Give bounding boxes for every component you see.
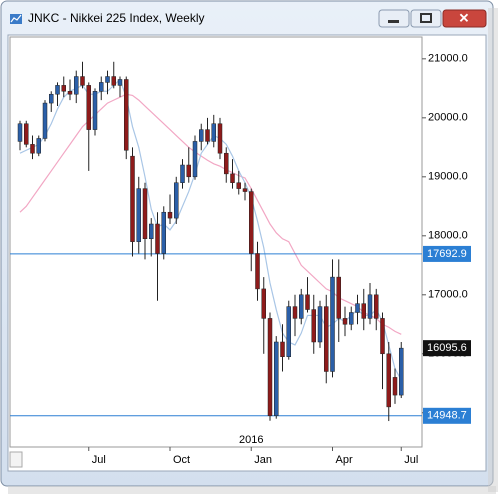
candle-body: [374, 294, 379, 319]
candle-body: [267, 318, 273, 416]
y-tick-label: 17000.0: [428, 289, 468, 301]
minimize-button[interactable]: [378, 9, 410, 28]
candle-body: [311, 309, 316, 343]
candle-body: [186, 164, 191, 178]
candle-body: [86, 85, 91, 130]
candle-body: [230, 173, 235, 183]
candle-body: [242, 188, 248, 192]
candle-body: [42, 102, 48, 139]
candle-body: [305, 294, 310, 310]
candle-body: [386, 353, 391, 408]
candle-body: [280, 341, 285, 357]
maximize-icon: [420, 13, 432, 23]
candle-body: [236, 182, 241, 189]
y-tick-label: 20000.0: [428, 112, 468, 124]
candle-body: [142, 188, 148, 240]
y-tick-label: 18000.0: [428, 230, 468, 242]
candle-body: [136, 188, 141, 242]
price-label-box: [423, 245, 471, 262]
candle-body: [286, 306, 291, 357]
window-shadow: [488, 8, 498, 492]
x-tick-label: Jan: [254, 454, 272, 466]
candle-body: [342, 318, 348, 325]
candle-body: [124, 79, 129, 151]
candle-body: [61, 85, 66, 92]
candle-body: [36, 138, 41, 154]
candle-body: [74, 76, 79, 95]
x-tick-label: Oct: [173, 454, 190, 466]
candle-body: [161, 211, 166, 254]
price-label: 14948.7: [427, 410, 467, 422]
plot-area: [9, 36, 423, 448]
candle-body: [255, 253, 260, 290]
candle-body: [99, 82, 104, 92]
candle-body: [261, 288, 266, 319]
candle-body: [49, 93, 54, 104]
price-label: 17692.9: [427, 248, 467, 260]
scroll-box[interactable]: [9, 451, 23, 468]
app-icon-glyph: [10, 14, 22, 23]
y-tick-label: 19000.0: [428, 171, 468, 183]
candle-body: [367, 294, 373, 319]
candle-body: [299, 294, 304, 319]
candle-body: [17, 123, 23, 142]
close-button[interactable]: [442, 9, 487, 28]
candle-body: [180, 164, 185, 183]
year-annotation: 2016: [239, 434, 263, 446]
candle-body: [55, 85, 60, 95]
minimize-icon: [388, 20, 399, 23]
x-tick-label: Jul: [404, 454, 418, 466]
candle-body: [24, 123, 29, 145]
candle-body: [355, 303, 360, 313]
candle-body: [174, 182, 179, 219]
candle-body: [92, 91, 98, 130]
candle-body: [111, 76, 116, 86]
price-label-box: [423, 407, 471, 424]
axes: 21000.020000.019000.018000.017000.016000…: [88, 53, 471, 466]
candle-body: [292, 306, 298, 319]
window-shadow: [8, 486, 496, 494]
candle-body: [155, 223, 160, 254]
candle-body: [105, 76, 110, 83]
candle-body: [330, 276, 335, 372]
candle-body: [249, 191, 254, 254]
candle-body: [324, 306, 329, 372]
window-title: JNKC - Nikkei 225 Index, Weekly: [28, 11, 205, 25]
candle-body: [349, 312, 354, 325]
candle-body: [149, 223, 154, 240]
candle-body: [380, 318, 385, 355]
y-tick-label: 21000.0: [428, 53, 468, 65]
candle-body: [317, 306, 323, 343]
maximize-button[interactable]: [410, 9, 442, 28]
candle-body: [224, 152, 229, 175]
candle-body: [117, 79, 123, 86]
x-tick-label: Apr: [336, 454, 353, 466]
candle-body: [217, 123, 223, 154]
plot: [10, 61, 422, 422]
candle-body: [361, 303, 366, 319]
candle-body: [399, 347, 404, 396]
price-label-box: [423, 340, 471, 357]
candle-body: [336, 276, 341, 319]
price-label: 16095.6: [427, 342, 467, 354]
candle-body: [392, 377, 398, 396]
candle-body: [67, 91, 73, 95]
close-icon: ✕: [459, 10, 470, 25]
candle-body: [192, 141, 198, 178]
candle-body: [30, 144, 35, 154]
candle-body: [130, 155, 135, 242]
x-tick-label: Jul: [92, 454, 106, 466]
candle-body: [199, 129, 204, 142]
candle-body: [211, 123, 216, 142]
candle-body: [80, 76, 85, 86]
candle-body: [274, 341, 279, 416]
candle-body: [167, 211, 173, 219]
moving-average: [19, 78, 402, 381]
candle-body: [205, 129, 210, 142]
